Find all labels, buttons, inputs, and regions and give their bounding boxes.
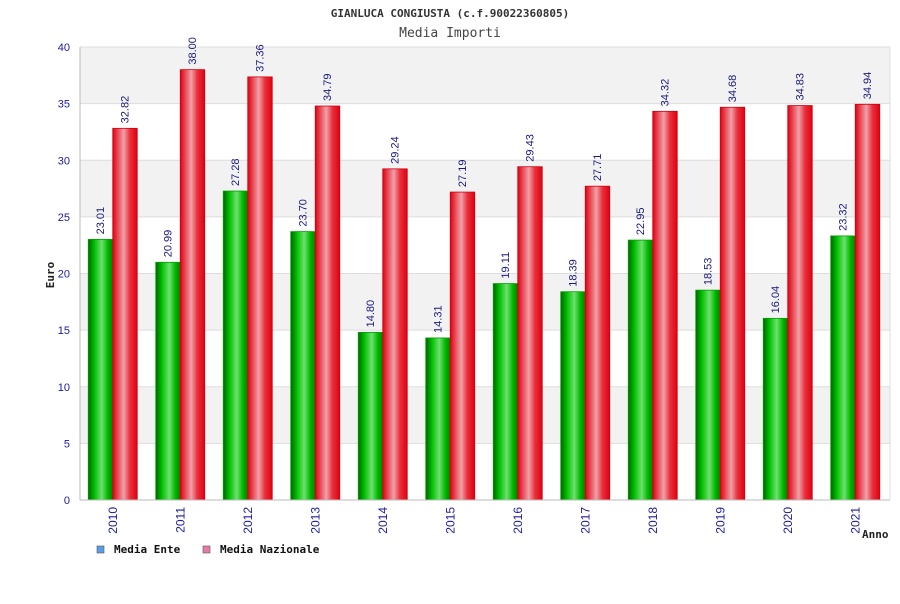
x-tick-label: 2013	[308, 507, 322, 534]
data-label-media-nazionale: 34.79	[322, 73, 334, 101]
x-tick-label: 2010	[106, 507, 120, 534]
plot-band	[80, 47, 890, 104]
bar-media-ente	[222, 190, 249, 501]
y-tick-label: 35	[58, 99, 70, 111]
bar-media-nazionale	[854, 103, 881, 501]
bar-media-ente	[695, 289, 721, 501]
legend: Media Ente Media Nazionale	[96, 543, 320, 556]
data-label-media-nazionale: 34.83	[795, 73, 807, 101]
bar-media-nazionale	[247, 76, 273, 501]
data-label-media-nazionale: 29.43	[525, 134, 537, 162]
bar-media-nazionale	[517, 166, 543, 501]
data-label-media-ente: 22.95	[635, 208, 647, 236]
data-label-media-ente: 16.04	[770, 286, 782, 314]
bar-media-ente	[492, 283, 519, 501]
bar-media-nazionale	[112, 127, 138, 501]
bar-media-ente	[560, 291, 586, 501]
legend-label-media-nazionale: Media Nazionale	[220, 543, 320, 556]
data-label-media-ente: 23.32	[838, 203, 850, 231]
data-label-media-nazionale: 27.71	[592, 154, 604, 182]
plot-band	[80, 330, 890, 387]
bar-media-nazionale	[449, 191, 476, 501]
legend-swatch-media-ente	[96, 545, 105, 554]
plot-band	[80, 273, 890, 331]
x-tick-label: 2012	[241, 507, 255, 534]
bar-media-nazionale	[652, 110, 678, 501]
y-tick-label: 25	[58, 212, 70, 224]
y-tick-label: 15	[58, 325, 70, 337]
bar-media-ente	[155, 261, 181, 501]
data-label-media-ente: 18.39	[568, 259, 580, 287]
x-tick-label: 2014	[376, 507, 390, 534]
data-label-media-nazionale: 34.68	[727, 75, 739, 103]
y-tick-label: 30	[58, 155, 70, 167]
x-tick-label: 2015	[443, 507, 457, 534]
bar-media-nazionale	[584, 185, 611, 501]
data-label-media-ente: 23.70	[298, 199, 310, 227]
chart-title: GIANLUCA CONGIUSTA (c.f.90022360805)	[331, 7, 569, 20]
data-label-media-nazionale: 34.94	[862, 72, 874, 100]
y-axis-label: Euro	[44, 261, 57, 288]
plot-band	[80, 386, 890, 444]
y-tick-label: 40	[58, 42, 70, 54]
data-label-media-nazionale: 34.32	[660, 79, 672, 107]
data-label-media-ente: 14.80	[365, 300, 377, 328]
plot-band	[80, 160, 890, 217]
y-tick-label: 20	[58, 269, 70, 281]
bar-media-nazionale	[787, 105, 813, 501]
x-tick-label: 2017	[578, 507, 592, 534]
y-tick-label: 10	[58, 382, 70, 394]
y-tick-label: 5	[64, 438, 70, 450]
data-label-media-ente: 27.28	[230, 159, 242, 187]
plot-band	[80, 216, 890, 274]
bars	[87, 69, 881, 501]
y-tick-label: 0	[64, 495, 70, 507]
data-label-media-nazionale: 29.24	[390, 136, 402, 164]
bar-media-nazionale	[719, 106, 746, 501]
legend-label-media-ente: Media Ente	[114, 543, 181, 556]
bar-media-ente	[425, 337, 451, 501]
gridlines	[80, 46, 890, 444]
data-label-media-ente: 14.31	[433, 305, 445, 333]
data-label-media-ente: 19.11	[500, 252, 512, 279]
chart-subtitle: Media Importi	[399, 26, 501, 41]
plot-band	[80, 103, 890, 161]
x-tick-labels: 2010 2011 2012 2013 2014 2015 2016 2017 2018 2019…	[106, 507, 863, 534]
bar-media-nazionale	[382, 168, 408, 501]
bar-media-ente	[290, 231, 316, 501]
x-tick-label: 2021	[848, 507, 862, 534]
bar-media-ente	[627, 239, 654, 501]
data-label-media-ente: 18.53	[703, 258, 715, 286]
x-tick-label: 2020	[781, 507, 795, 534]
data-label-media-nazionale: 32.82	[120, 96, 132, 124]
plot-band	[80, 443, 890, 500]
bar-media-ente	[87, 239, 114, 501]
data-labels: 23.01 32.82 20.99 38.00 27.28 37.36 23.70 34.79…	[95, 37, 874, 333]
axes	[79, 47, 891, 501]
bar-media-nazionale	[314, 105, 341, 501]
data-label-media-ente: 23.01	[95, 207, 107, 235]
x-axis-label: Anno	[862, 528, 889, 541]
data-label-media-nazionale: 27.19	[457, 160, 469, 188]
data-label-media-nazionale: 37.36	[255, 44, 267, 72]
legend-swatch-media-nazionale	[202, 545, 211, 554]
y-tick-labels: 0 5 10 15 20 25 30 35 40	[58, 42, 70, 507]
data-label-media-nazionale: 38.00	[187, 37, 199, 65]
x-tick-label: 2019	[713, 507, 727, 534]
bar-media-ente	[357, 331, 384, 501]
bar-media-nazionale	[179, 69, 206, 501]
x-tick-label: 2016	[511, 507, 525, 534]
bar-media-ente	[830, 235, 856, 501]
bar-media-ente	[762, 317, 789, 501]
x-tick-label: 2011	[173, 507, 187, 533]
plot-background	[80, 47, 890, 500]
data-label-media-ente: 20.99	[163, 230, 175, 258]
x-tick-label: 2018	[646, 507, 660, 534]
